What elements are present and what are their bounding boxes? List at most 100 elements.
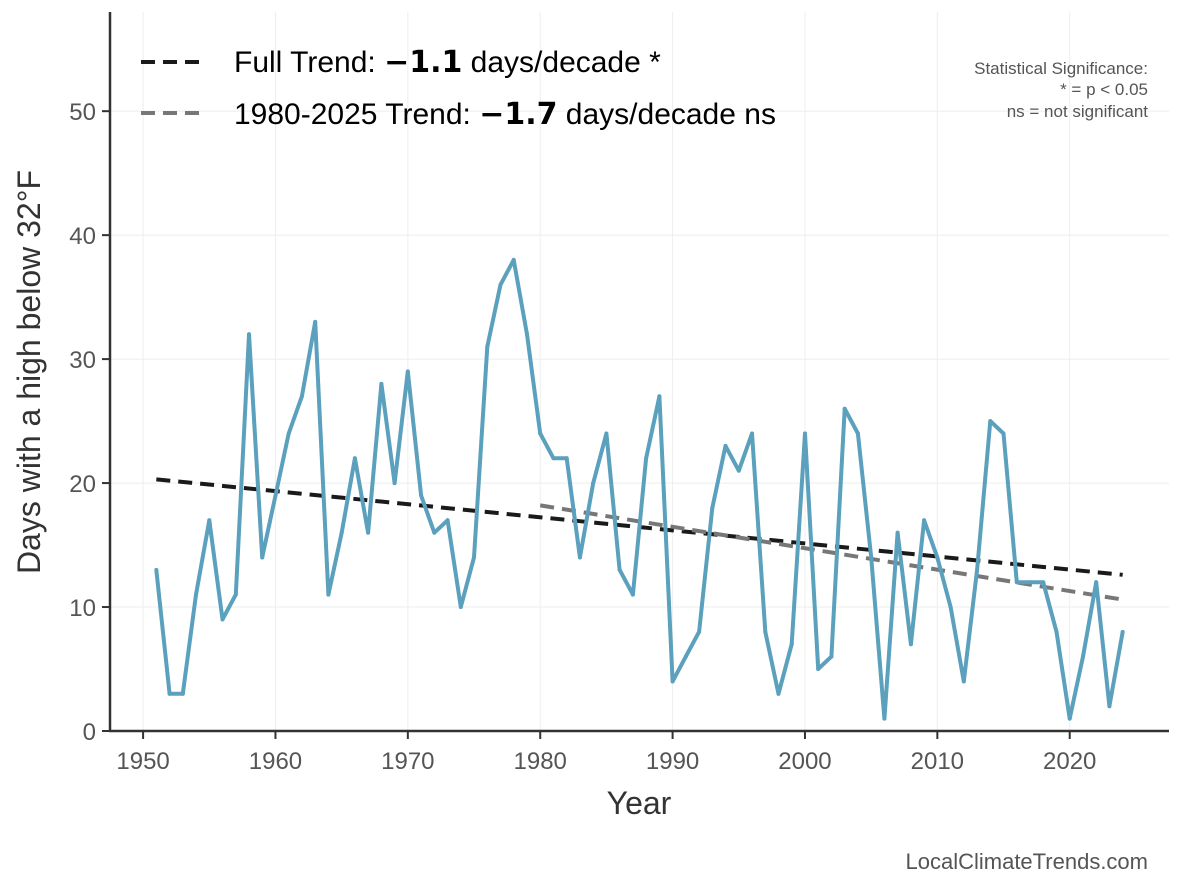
- data-point: [339, 530, 344, 535]
- grid: [110, 12, 1169, 732]
- data-point: [1028, 580, 1033, 585]
- data-point: [445, 518, 450, 523]
- data-point: [260, 555, 265, 560]
- data-point: [472, 555, 477, 560]
- ticks: 0 10 20 30 40 50 1950 1960 1970 1980 1990 2000 2010 2…: [69, 99, 1096, 775]
- significance-note-title: Statistical Significance:: [974, 59, 1148, 78]
- data-point: [710, 505, 715, 510]
- x-tick-label: 2000: [778, 748, 831, 775]
- data-point: [154, 567, 159, 572]
- data-point: [326, 592, 331, 597]
- x-tick-label: 2010: [911, 748, 964, 775]
- data-point: [763, 629, 768, 634]
- data-point: [419, 493, 424, 498]
- data-point: [816, 667, 821, 672]
- data-point: [829, 654, 834, 659]
- x-axis-title: Year: [607, 785, 672, 821]
- data-point: [313, 319, 318, 324]
- significance-note-p: * = p < 0.05: [1060, 80, 1148, 99]
- data-point: [604, 431, 609, 436]
- data-point: [736, 468, 741, 473]
- y-tick-label: 40: [69, 223, 96, 250]
- data-point: [644, 456, 649, 461]
- data-point: [630, 592, 635, 597]
- legend: Full Trend: −1.1 days/decade * 1980-2025…: [141, 45, 776, 132]
- data-point: [617, 567, 622, 572]
- data-point: [1107, 704, 1112, 709]
- data-point: [1041, 580, 1046, 585]
- data-point: [538, 431, 543, 436]
- axes: [108, 12, 1169, 733]
- data-point: [207, 518, 212, 523]
- y-tick-label: 50: [69, 99, 96, 126]
- x-tick-label: 1970: [381, 748, 434, 775]
- y-tick-label: 10: [69, 595, 96, 622]
- data-point: [948, 605, 953, 610]
- legend-entry-full-trend: Full Trend: −1.1 days/decade *: [234, 45, 661, 80]
- data-point: [869, 555, 874, 560]
- legend-recent-prefix: 1980-2025 Trend:: [234, 98, 479, 131]
- data-point: [366, 530, 371, 535]
- data-point: [670, 679, 675, 684]
- data-point: [1001, 431, 1006, 436]
- data-point: [352, 456, 357, 461]
- credit-text: LocalClimateTrends.com: [906, 849, 1149, 874]
- significance-note: Statistical Significance: * = p < 0.05 n…: [974, 59, 1148, 121]
- data-point: [458, 605, 463, 610]
- data-point: [551, 456, 556, 461]
- legend-recent-suffix: days/decade ns: [557, 98, 775, 131]
- data-point: [882, 716, 887, 721]
- y-axis-title: Days with a high below 32°F: [11, 170, 47, 574]
- legend-recent-value: −1.7: [479, 97, 557, 132]
- data-point: [485, 344, 490, 349]
- data-point: [1120, 629, 1125, 634]
- data-point: [908, 642, 913, 647]
- legend-entry-recent-trend: 1980-2025 Trend: −1.7 days/decade ns: [234, 97, 776, 132]
- data-point: [1014, 580, 1019, 585]
- data-point: [988, 419, 993, 424]
- x-tick-label: 2020: [1043, 748, 1096, 775]
- x-tick-label: 1990: [646, 748, 699, 775]
- x-tick-label: 1960: [249, 748, 302, 775]
- data-point: [379, 381, 384, 386]
- data-point: [511, 257, 516, 262]
- data-point: [789, 642, 794, 647]
- data-point: [1054, 629, 1059, 634]
- x-tick-label: 1980: [514, 748, 567, 775]
- data-point: [1067, 716, 1072, 721]
- series-line: [154, 257, 1125, 721]
- data-point: [246, 332, 251, 337]
- legend-full-suffix: days/decade *: [462, 46, 661, 79]
- data-point: [935, 555, 940, 560]
- data-point: [432, 530, 437, 535]
- data-point: [498, 282, 503, 287]
- y-tick-label: 20: [69, 471, 96, 498]
- data-point: [299, 394, 304, 399]
- data-point: [657, 394, 662, 399]
- y-tick-label: 0: [83, 719, 96, 746]
- legend-full-value: −1.1: [384, 45, 462, 80]
- data-point: [273, 493, 278, 498]
- data-point: [286, 431, 291, 436]
- data-point: [194, 592, 199, 597]
- data-point: [842, 406, 847, 411]
- legend-full-prefix: Full Trend:: [234, 46, 384, 79]
- data-point: [1094, 580, 1099, 585]
- x-tick-label: 1950: [116, 748, 169, 775]
- data-point: [167, 691, 172, 696]
- data-point: [855, 431, 860, 436]
- data-point: [577, 555, 582, 560]
- data-point: [1080, 654, 1085, 659]
- data-series: [154, 257, 1125, 721]
- significance-note-ns: ns = not significant: [1007, 102, 1149, 121]
- data-point: [750, 431, 755, 436]
- data-point: [975, 567, 980, 572]
- data-point: [895, 530, 900, 535]
- data-point: [922, 518, 927, 523]
- data-point: [220, 617, 225, 622]
- data-point: [180, 691, 185, 696]
- data-point: [802, 431, 807, 436]
- data-point: [961, 679, 966, 684]
- data-point: [776, 691, 781, 696]
